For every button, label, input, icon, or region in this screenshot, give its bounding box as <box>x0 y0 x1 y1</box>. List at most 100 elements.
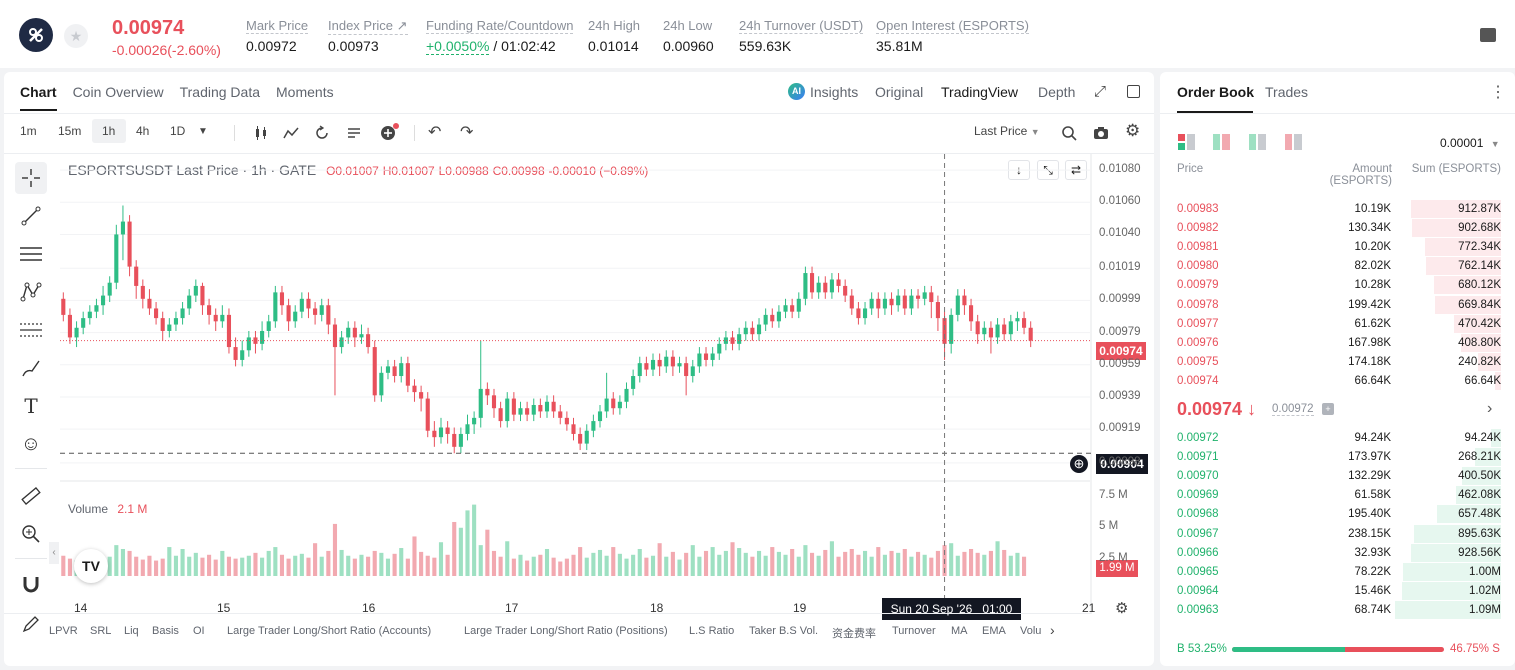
tab-moments[interactable]: Moments <box>276 84 334 100</box>
indicator-item[interactable]: Turnover <box>892 625 936 637</box>
tab-coin-overview[interactable]: Coin Overview <box>72 84 164 100</box>
text-tool-icon[interactable]: T <box>24 394 38 418</box>
more-options-icon[interactable]: ⋮ <box>1490 84 1506 101</box>
indicator-scroll-right-icon[interactable]: › <box>1050 622 1055 638</box>
indicator-item[interactable]: 资金费率 <box>832 628 876 640</box>
open-interest-label[interactable]: Open Interest (ESPORTS) <box>876 18 1029 34</box>
ruler-tool-icon[interactable] <box>15 480 47 512</box>
time-settings-gear-icon[interactable]: ⚙ <box>1115 600 1129 617</box>
candle-body <box>273 292 278 322</box>
interval-1m[interactable]: 1m <box>20 124 37 138</box>
ai-insights-icon[interactable]: AI <box>788 83 805 100</box>
indicator-item[interactable]: LPVR <box>49 625 78 637</box>
bid-row[interactable]: 0.00966 32.93K 928.56K <box>1160 543 1515 563</box>
funding-rate-label[interactable]: Funding Rate/Countdown <box>426 18 574 34</box>
indicators-icon[interactable] <box>283 125 299 141</box>
indicator-item[interactable]: Basis <box>152 625 179 637</box>
ask-row[interactable]: 0.00980 82.02K 762.14K <box>1160 257 1515 276</box>
collapse-toolbar-icon[interactable]: ‹ <box>49 542 59 564</box>
camera-icon[interactable] <box>1093 125 1109 141</box>
interval-dropdown-icon[interactable]: ▼ <box>198 126 208 137</box>
crosshair-tool-icon[interactable] <box>15 162 47 194</box>
ask-row[interactable]: 0.00978 199.42K 669.84K <box>1160 295 1515 315</box>
ask-row[interactable]: 0.00975 174.18K 240.82K <box>1160 352 1515 372</box>
replay-icon[interactable] <box>314 125 330 141</box>
favorite-star-icon[interactable]: ★ <box>64 24 88 48</box>
add-alert-icon[interactable]: ⊕ <box>1070 455 1088 473</box>
view-insights[interactable]: Insights <box>810 84 859 100</box>
indicator-item[interactable]: L.S Ratio <box>689 625 735 637</box>
pattern-tool-icon[interactable] <box>15 276 47 308</box>
tab-trades[interactable]: Trades <box>1265 84 1309 100</box>
fib-tool-icon[interactable] <box>15 314 47 346</box>
bid-row[interactable]: 0.00967 238.15K 895.63K <box>1160 524 1515 544</box>
brush-tool-icon[interactable] <box>15 352 47 384</box>
bid-row[interactable]: 0.00972 94.24K 94.24K <box>1160 429 1515 448</box>
tab-chart[interactable]: Chart <box>20 84 57 111</box>
interval-15m[interactable]: 15m <box>58 124 82 138</box>
view-tradingview[interactable]: TradingView <box>941 84 1019 100</box>
tradingview-logo-icon[interactable]: TV <box>74 549 108 583</box>
settings-gear-icon[interactable]: ⚙ <box>1125 121 1141 140</box>
indicator-item[interactable]: Large Trader Long/Short Ratio (Accounts) <box>227 625 432 637</box>
horizontal-lines-tool-icon[interactable] <box>15 238 47 270</box>
bid-row[interactable]: 0.00970 132.29K 400.50K <box>1160 467 1515 486</box>
ask-row[interactable]: 0.00977 61.62K 470.42K <box>1160 314 1515 334</box>
indicator-item[interactable]: SRL <box>90 625 112 637</box>
bid-row[interactable]: 0.00969 61.58K 462.08K <box>1160 486 1515 505</box>
mark-price-label[interactable]: Mark Price <box>246 18 309 34</box>
ask-row[interactable]: 0.00981 10.20K 772.34K <box>1160 238 1515 257</box>
turnover-label[interactable]: 24h Turnover (USDT) <box>739 18 864 34</box>
ask-row[interactable]: 0.00979 10.28K 680.12K <box>1160 276 1515 295</box>
indicator-item[interactable]: Taker B.S Vol. <box>749 625 819 637</box>
trend-line-tool-icon[interactable] <box>15 200 47 232</box>
ask-row[interactable]: 0.00983 10.19K 912.87K <box>1160 200 1515 219</box>
redo-icon[interactable]: ↷ <box>460 124 474 141</box>
interval-1d[interactable]: 1D <box>170 124 186 138</box>
view-asks-icon[interactable] <box>1249 134 1267 150</box>
templates-icon[interactable] <box>346 125 362 141</box>
bid-row[interactable]: 0.00963 68.74K 1.09M <box>1160 600 1515 620</box>
indicator-item[interactable]: Large Trader Long/Short Ratio (Positions… <box>464 625 668 637</box>
interval-4h[interactable]: 4h <box>136 124 150 138</box>
bid-row[interactable]: 0.00964 15.46K 1.02M <box>1160 581 1515 601</box>
index-price-label[interactable]: Index Price ↗ <box>328 18 408 35</box>
chevron-right-icon[interactable]: › <box>1487 400 1493 417</box>
view-depth[interactable]: Depth <box>1038 84 1076 100</box>
indicator-item[interactable]: EMA <box>982 625 1006 637</box>
funding-rate[interactable]: +0.0050% <box>426 38 490 55</box>
bid-row[interactable]: 0.00968 195.40K 657.48K <box>1160 505 1515 524</box>
ask-row[interactable]: 0.00982 130.34K 902.68K <box>1160 219 1515 238</box>
window-icon[interactable] <box>1127 85 1140 98</box>
indicator-item[interactable]: Liq <box>124 625 139 637</box>
tab-order-book[interactable]: Order Book <box>1177 84 1255 100</box>
emoji-tool-icon[interactable]: ☺ <box>20 432 42 455</box>
magnet-tool-icon[interactable] <box>15 568 47 600</box>
price-chart[interactable] <box>4 154 1154 666</box>
ask-row[interactable]: 0.00976 167.98K 408.80K <box>1160 333 1515 353</box>
price-axis-label: 0.00939 <box>1099 389 1141 402</box>
add-indicator-icon[interactable] <box>379 122 401 142</box>
view-sells-icon[interactable] <box>1285 134 1303 150</box>
ask-row[interactable]: 0.00974 66.64K 66.64K <box>1160 371 1515 391</box>
view-bids-icon[interactable] <box>1213 134 1231 150</box>
fullscreen-icon[interactable]: ⤢ <box>1094 83 1107 100</box>
search-icon[interactable] <box>1061 125 1077 141</box>
zoom-in-tool-icon[interactable] <box>15 518 47 550</box>
view-original[interactable]: Original <box>875 84 924 100</box>
view-both-icon[interactable] <box>1178 134 1196 150</box>
tab-trading-data[interactable]: Trading Data <box>179 84 261 100</box>
interval-1h[interactable]: 1h <box>102 124 116 138</box>
precision-select[interactable]: 0.00001 ▼ <box>1440 136 1500 150</box>
indicator-item[interactable]: MA <box>951 625 968 637</box>
candles-icon[interactable] <box>253 125 269 141</box>
pencil-lock-tool-icon[interactable] <box>15 608 47 640</box>
indicator-item[interactable]: Volu <box>1020 625 1042 637</box>
undo-icon[interactable]: ↶ <box>428 124 442 141</box>
ob-mark-price[interactable]: 0.00972 <box>1272 403 1314 416</box>
bid-row[interactable]: 0.00971 173.97K 268.21K <box>1160 448 1515 467</box>
price-type-select[interactable]: Last Price ▼ <box>974 124 1040 138</box>
indicator-item[interactable]: OI <box>193 625 205 637</box>
bid-row[interactable]: 0.00965 78.22K 1.00M <box>1160 562 1515 582</box>
wallet-icon[interactable] <box>1480 28 1496 42</box>
